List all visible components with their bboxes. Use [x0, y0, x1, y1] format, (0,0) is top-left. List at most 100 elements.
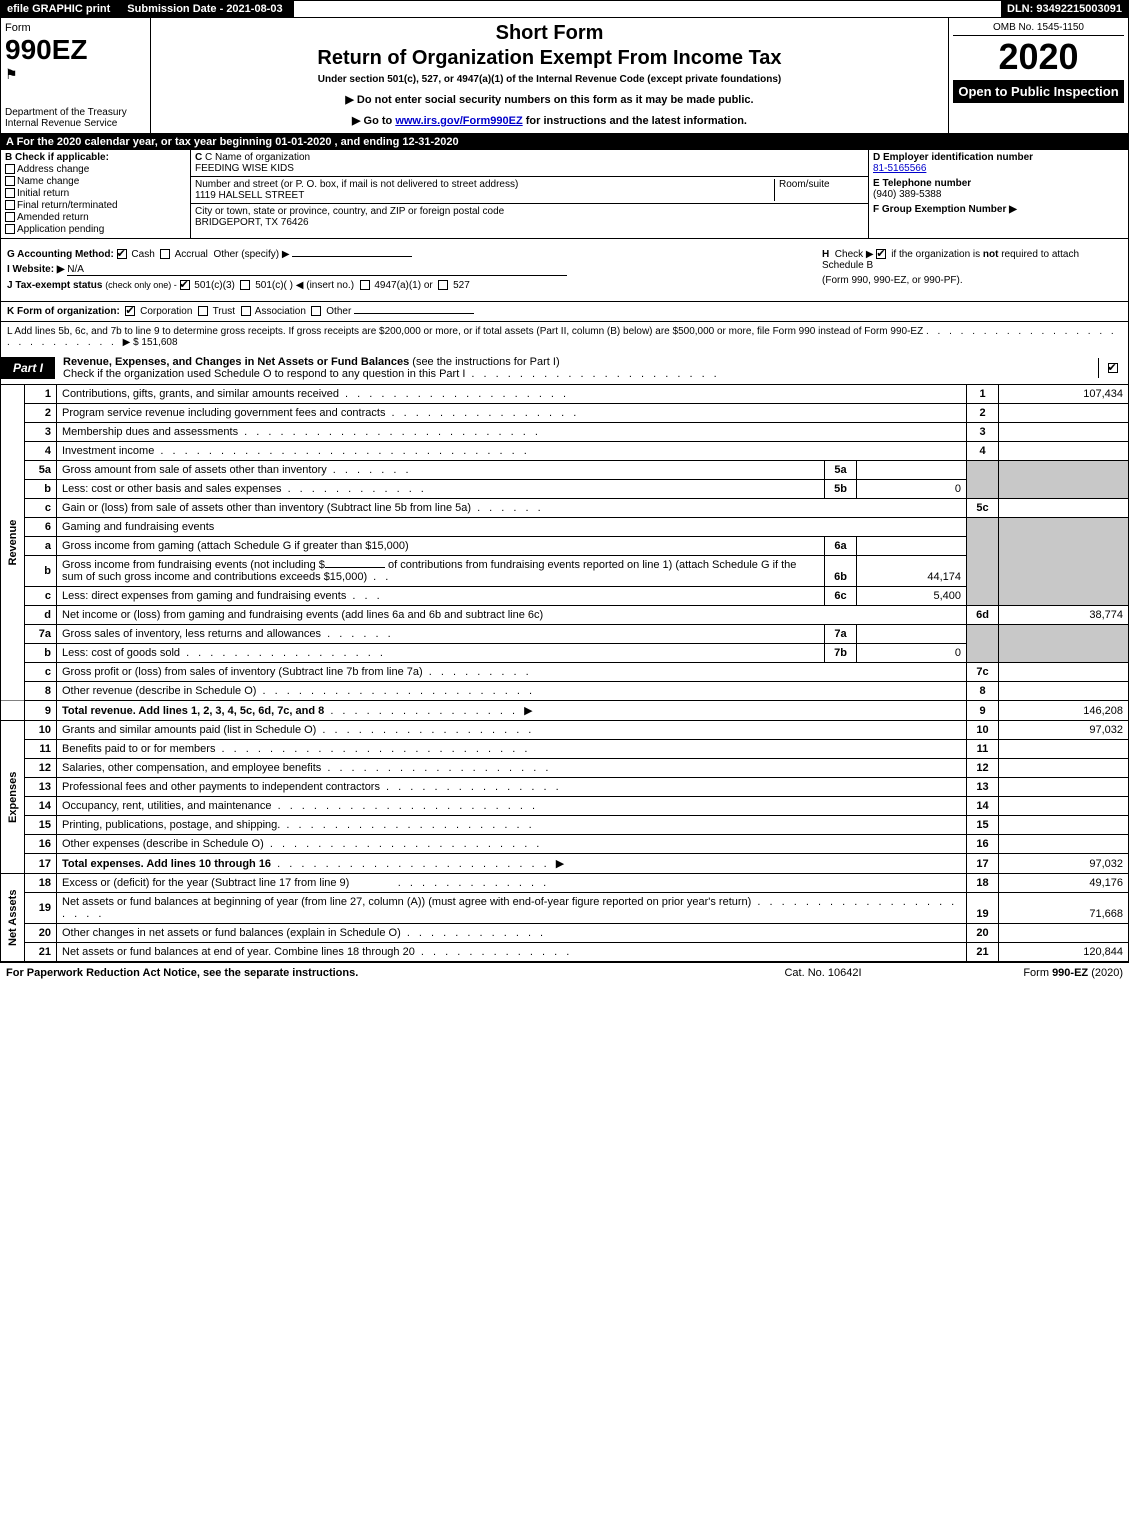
part1-label: Part I	[1, 357, 55, 379]
row-13: 13 Professional fees and other payments …	[1, 778, 1129, 797]
ln-1-desc: Contributions, gifts, grants, and simila…	[57, 385, 967, 404]
row-6b: b Gross income from fundraising events (…	[1, 556, 1129, 587]
chk-assoc[interactable]	[241, 306, 251, 316]
dept-treasury: Department of the Treasury	[5, 107, 146, 118]
chk-501c3[interactable]	[180, 280, 190, 290]
row-8: 8 Other revenue (describe in Schedule O)…	[1, 682, 1129, 701]
row-6a: a Gross income from gaming (attach Sched…	[1, 537, 1129, 556]
chk-accrual[interactable]	[160, 249, 170, 259]
row-14: 14 Occupancy, rent, utilities, and maint…	[1, 797, 1129, 816]
part1-chk[interactable]	[1098, 358, 1128, 378]
top-bar: efile GRAPHIC print Submission Date - 20…	[0, 0, 1129, 18]
chk-trust[interactable]	[198, 306, 208, 316]
section-k: K Form of organization: Corporation Trus…	[0, 302, 1129, 322]
row-6d: d Net income or (loss) from gaming and f…	[1, 606, 1129, 625]
row-10: Expenses 10 Grants and similar amounts p…	[1, 721, 1129, 740]
goto-suffix: for instructions and the latest informat…	[523, 115, 747, 127]
h-line2: (Form 990, 990-EZ, or 990-PF).	[822, 275, 1122, 286]
submission-date: Submission Date - 2021-08-03	[117, 1, 293, 17]
chk-cash[interactable]	[117, 249, 127, 259]
room-label: Room/suite	[779, 179, 864, 190]
ln-1-n: 1	[25, 385, 57, 404]
row-5b: b Less: cost or other basis and sales ex…	[1, 480, 1129, 499]
chk-corp[interactable]	[125, 306, 135, 316]
l-arrow: ▶	[123, 337, 131, 348]
header-right: OMB No. 1545-1150 2020 Open to Public In…	[948, 18, 1128, 133]
room-col: Room/suite	[774, 179, 864, 201]
chk-527[interactable]	[438, 280, 448, 290]
side-netassets: Net Assets	[1, 874, 25, 962]
header-center: Short Form Return of Organization Exempt…	[151, 18, 948, 133]
subtitle: Under section 501(c), 527, or 4947(a)(1)…	[155, 74, 944, 85]
row-21: 21 Net assets or fund balances at end of…	[1, 943, 1129, 962]
chk-application-pending[interactable]: Application pending	[5, 224, 186, 235]
footer-center: Cat. No. 10642I	[723, 967, 923, 979]
row-1: Revenue 1 Contributions, gifts, grants, …	[1, 385, 1129, 404]
part1-header: Part I Revenue, Expenses, and Changes in…	[0, 352, 1129, 385]
addr-col: Number and street (or P. O. box, if mail…	[195, 179, 774, 201]
footer-left: For Paperwork Reduction Act Notice, see …	[6, 967, 723, 979]
chk-address-change[interactable]: Address change	[5, 164, 186, 175]
f-label: F Group Exemption Number ▶	[873, 204, 1017, 215]
chk-other[interactable]	[311, 306, 321, 316]
j-line: J Tax-exempt status (check only one) - 5…	[7, 280, 822, 291]
row-3: 3 Membership dues and assessments . . . …	[1, 423, 1129, 442]
goto-link[interactable]: www.irs.gov/Form990EZ	[395, 115, 522, 127]
chk-4947[interactable]	[360, 280, 370, 290]
chk-h[interactable]	[876, 249, 886, 259]
row-6c: c Less: direct expenses from gaming and …	[1, 587, 1129, 606]
c-value: FEEDING WISE KIDS	[195, 163, 864, 174]
section-gh: G Accounting Method: Cash Accrual Other …	[0, 239, 1129, 302]
row-9: 9 Total revenue. Add lines 1, 2, 3, 4, 5…	[1, 701, 1129, 721]
gh-right: H Check ▶ if the organization is not req…	[822, 245, 1122, 295]
open-public: Open to Public Inspection	[953, 80, 1124, 103]
addr-value: 1119 HALSELL STREET	[195, 190, 774, 201]
e-block: E Telephone number (940) 389-5388	[873, 178, 1124, 200]
tax-year: 2020	[953, 36, 1124, 78]
section-l: L Add lines 5b, 6c, and 7b to line 9 to …	[0, 322, 1129, 352]
row-2: 2 Program service revenue including gove…	[1, 404, 1129, 423]
b-label: B Check if applicable:	[5, 152, 186, 163]
chk-amended-return[interactable]: Amended return	[5, 212, 186, 223]
g-other-input[interactable]	[292, 256, 412, 257]
row-7b: b Less: cost of goods sold . . . . . . .…	[1, 644, 1129, 663]
efile-label[interactable]: efile GRAPHIC print	[1, 1, 117, 17]
header-left: Form 990EZ ⚑ Department of the Treasury …	[1, 18, 151, 133]
goto-prefix: ▶ Go to	[352, 115, 395, 127]
topbar-spacer	[294, 1, 1001, 17]
row-5a: 5a Gross amount from sale of assets othe…	[1, 461, 1129, 480]
c-label: C C Name of organization	[195, 152, 864, 163]
gh-left: G Accounting Method: Cash Accrual Other …	[7, 245, 822, 295]
d-value[interactable]: 81-5165566	[873, 163, 926, 174]
e-label: E Telephone number	[873, 178, 971, 189]
chk-initial-return[interactable]: Initial return	[5, 188, 186, 199]
i-line: I Website: ▶ N/A	[7, 264, 822, 276]
form-header: Form 990EZ ⚑ Department of the Treasury …	[0, 18, 1129, 134]
d-label: D Employer identification number	[873, 152, 1033, 163]
i-value: N/A	[67, 264, 567, 276]
line-a: A For the 2020 calendar year, or tax yea…	[0, 134, 1129, 150]
row-7c: c Gross profit or (loss) from sales of i…	[1, 663, 1129, 682]
col-b-center: C C Name of organization FEEDING WISE KI…	[191, 150, 868, 238]
irs-label: Internal Revenue Service	[5, 118, 146, 129]
row-5c: c Gain or (loss) from sale of assets oth…	[1, 499, 1129, 518]
ssn-notice: ▶ Do not enter social security numbers o…	[155, 93, 944, 106]
row-11: 11 Benefits paid to or for members . . .…	[1, 740, 1129, 759]
row-15: 15 Printing, publications, postage, and …	[1, 816, 1129, 835]
col-b-right: D Employer identification number 81-5165…	[868, 150, 1128, 238]
section-b: B Check if applicable: Address change Na…	[0, 150, 1129, 239]
chk-501c[interactable]	[240, 280, 250, 290]
city-value: BRIDGEPORT, TX 76426	[195, 217, 864, 228]
k-other-input[interactable]	[354, 313, 474, 314]
city-label: City or town, state or province, country…	[195, 206, 864, 217]
row-address: Number and street (or P. O. box, if mail…	[191, 177, 868, 204]
row-city: City or town, state or province, country…	[191, 204, 868, 230]
ln-1-amt: 107,434	[999, 385, 1129, 404]
row-6: 6 Gaming and fundraising events	[1, 518, 1129, 537]
chk-name-change[interactable]: Name change	[5, 176, 186, 187]
goto-line: ▶ Go to www.irs.gov/Form990EZ for instru…	[155, 114, 944, 127]
addr-label: Number and street (or P. O. box, if mail…	[195, 179, 774, 190]
chk-final-return[interactable]: Final return/terminated	[5, 200, 186, 211]
row-org-name: C C Name of organization FEEDING WISE KI…	[191, 150, 868, 177]
d-block: D Employer identification number 81-5165…	[873, 152, 1124, 174]
